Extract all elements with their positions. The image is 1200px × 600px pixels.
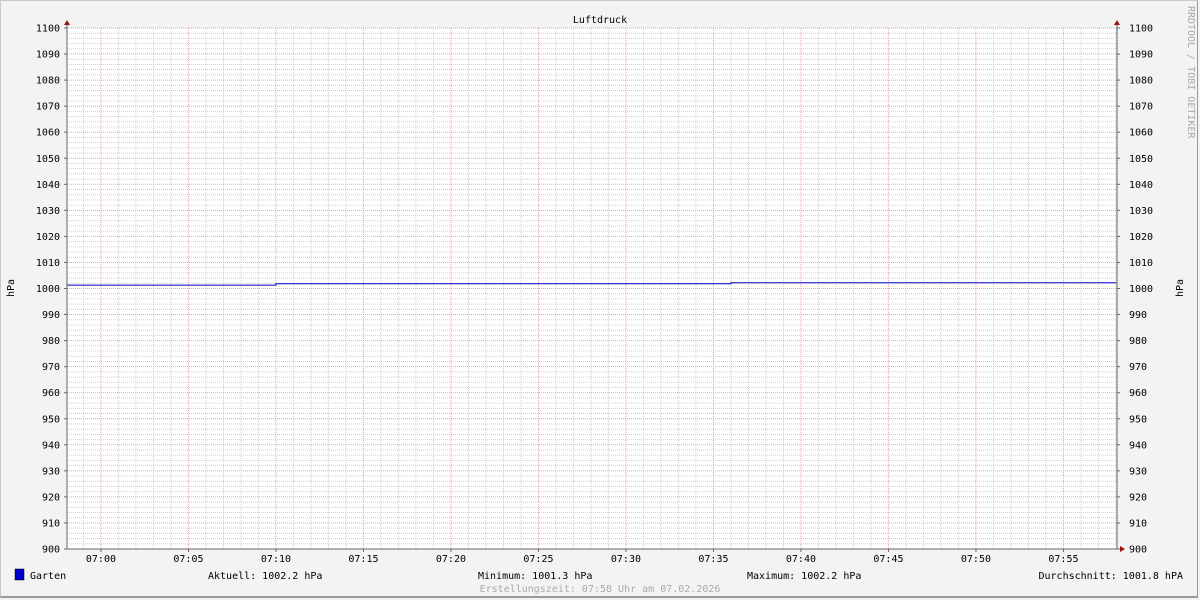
y-tick-label-left: 970 (42, 362, 60, 373)
y-tick-label-right: 1050 (1129, 154, 1153, 165)
y-tick-label-right: 1060 (1129, 128, 1153, 139)
footer-timestamp: Erstellungszeit: 07:58 Uhr am 07.02.2026 (480, 584, 721, 595)
y-tick-label-right: 1000 (1129, 284, 1153, 295)
y-tick-label-left: 1070 (36, 102, 60, 113)
y-tick-label-left: 900 (42, 545, 60, 556)
y-tick-label-right: 1090 (1129, 50, 1153, 61)
x-tick-label: 07:10 (261, 554, 291, 565)
y-axis-label-right: hPa (1175, 279, 1186, 297)
legend-swatch (14, 568, 25, 581)
y-tick-label-right: 950 (1129, 414, 1147, 425)
y-axis-arrow-icon (1114, 20, 1120, 25)
y-tick-label-left: 910 (42, 518, 60, 529)
x-tick-label: 07:55 (1048, 554, 1078, 565)
x-tick-label: 07:15 (348, 554, 378, 565)
y-tick-label-right: 920 (1129, 492, 1147, 503)
y-axis-arrow-icon (64, 20, 70, 25)
y-axis-label-left: hPa (6, 279, 17, 297)
y-tick-label-right: 1040 (1129, 180, 1153, 191)
y-tick-label-right: 990 (1129, 310, 1147, 321)
y-tick-label-left: 980 (42, 336, 60, 347)
y-tick-label-left: 920 (42, 492, 60, 503)
legend-maximum: Maximum: 1002.2 hPa (747, 571, 861, 582)
x-tick-label: 07:35 (698, 554, 728, 565)
watermark: RRDTOOL / TOBI OETIKER (1185, 6, 1196, 139)
series-line-garten (67, 282, 1116, 286)
y-tick-label-right: 1100 (1129, 24, 1153, 35)
chart-title: Luftdruck (573, 15, 627, 26)
y-tick-label-right: 1020 (1129, 232, 1153, 243)
legend-current: Aktuell: 1002.2 hPa (208, 571, 322, 582)
y-tick-label-left: 960 (42, 388, 60, 399)
y-tick-label-right: 900 (1129, 545, 1147, 556)
y-tick-label-right: 910 (1129, 518, 1147, 529)
y-tick-label-left: 930 (42, 466, 60, 477)
y-tick-label-left: 1040 (36, 180, 60, 191)
y-tick-label-left: 1030 (36, 206, 60, 217)
x-tick-label: 07:50 (961, 554, 991, 565)
y-tick-label-left: 1100 (36, 24, 60, 35)
x-axis-arrow-icon (1120, 546, 1125, 552)
y-tick-label-right: 1080 (1129, 76, 1153, 87)
legend-minimum: Minimum: 1001.3 hPa (478, 571, 592, 582)
y-tick-label-right: 1030 (1129, 206, 1153, 217)
y-tick-label-left: 1020 (36, 232, 60, 243)
y-tick-label-right: 1010 (1129, 258, 1153, 269)
x-tick-label: 07:40 (786, 554, 816, 565)
x-tick-label: 07:20 (436, 554, 466, 565)
y-tick-label-left: 1000 (36, 284, 60, 295)
y-tick-label-right: 930 (1129, 466, 1147, 477)
y-tick-label-left: 1010 (36, 258, 60, 269)
y-tick-label-left: 990 (42, 310, 60, 321)
y-tick-label-left: 950 (42, 414, 60, 425)
legend-name: Garten (30, 571, 66, 582)
y-tick-label-right: 960 (1129, 388, 1147, 399)
legend-average: Durchschnitt: 1001.8 hPA (1039, 571, 1184, 582)
y-tick-label-right: 970 (1129, 362, 1147, 373)
y-tick-label-left: 1080 (36, 76, 60, 87)
x-tick-label: 07:25 (523, 554, 553, 565)
y-tick-label-left: 1060 (36, 128, 60, 139)
y-tick-label-right: 1070 (1129, 102, 1153, 113)
x-tick-label: 07:05 (173, 554, 203, 565)
x-tick-label: 07:45 (873, 554, 903, 565)
x-tick-label: 07:00 (86, 554, 116, 565)
x-tick-label: 07:30 (611, 554, 641, 565)
y-tick-label-right: 940 (1129, 440, 1147, 451)
y-tick-label-left: 940 (42, 440, 60, 451)
y-tick-label-right: 980 (1129, 336, 1147, 347)
y-tick-label-left: 1050 (36, 154, 60, 165)
y-tick-label-left: 1090 (36, 50, 60, 61)
